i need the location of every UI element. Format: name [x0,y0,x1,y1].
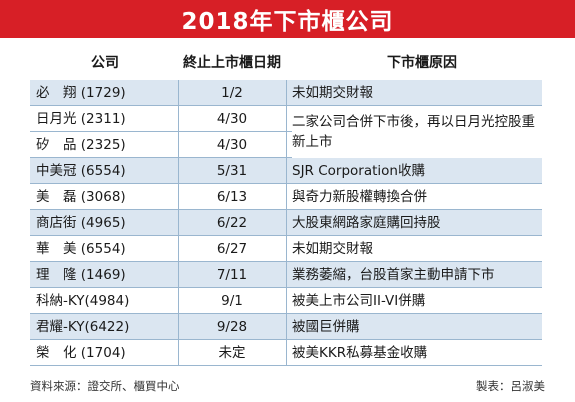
reason-cell: 被美上市公司II-VI併購 [292,293,426,309]
column-divider [178,80,179,366]
date-cell: 9/28 [216,319,248,335]
reason-cell: SJR Corporation收購 [292,163,425,179]
merged-reason-cell: 二家公司合併下市後，再以日月光控股重新上市 [292,106,542,158]
date-cell: 9/1 [221,293,243,309]
company-cell: 科納-KY(4984) [36,293,130,309]
company-cell: 理 隆 (1469) [36,267,126,283]
company-cell: 榮 化 (1704) [36,345,126,361]
page-title: 2018年下市櫃公司 [181,9,394,35]
date-cell: 4/30 [216,137,248,153]
reason-cell: 未如期交財報 [292,85,373,101]
header-company: 公司 [91,55,119,71]
date-cell: 未定 [218,345,246,361]
table-header: 公司 終止上市櫃日期 下市櫃原因 [0,50,575,76]
reason-cell: 未如期交財報 [292,241,373,257]
company-cell: 君耀-KY(6422) [36,319,130,335]
company-cell: 必 翔 (1729) [36,85,126,101]
company-cell: 華 美 (6554) [36,241,126,257]
date-cell: 5/31 [216,163,248,179]
reason-cell: 大股東網路家庭購回持股 [292,215,441,231]
company-cell: 矽 品 (2325) [36,137,126,153]
date-cell: 6/27 [216,241,248,257]
title-bar: 2018年下市櫃公司 [0,0,575,38]
reason-cell: 被美KKR私募基金收購 [292,345,428,361]
company-cell: 日月光 (2311) [36,111,126,127]
header-reason: 下市櫃原因 [387,55,457,71]
reason-cell: 與奇力新股權轉換合併 [292,189,427,205]
date-cell: 6/22 [216,215,248,231]
company-cell: 商店街 (4965) [36,215,126,231]
column-divider [286,80,287,366]
date-cell: 1/2 [221,85,243,101]
footer: 資料來源：證交所、櫃買中心 製表：呂淑美 [0,376,575,396]
source-note: 資料來源：證交所、櫃買中心 [30,379,180,393]
company-cell: 中美冠 (6554) [36,163,126,179]
maker-note: 製表：呂淑美 [476,379,545,393]
date-cell: 4/30 [216,111,248,127]
company-cell: 美 磊 (3068) [36,189,126,205]
header-date: 終止上市櫃日期 [183,55,281,71]
date-cell: 6/13 [216,189,248,205]
date-cell: 7/11 [216,267,248,283]
reason-cell: 業務萎縮，台股首家主動申請下市 [292,267,495,283]
reason-cell: 被國巨併購 [292,319,360,335]
